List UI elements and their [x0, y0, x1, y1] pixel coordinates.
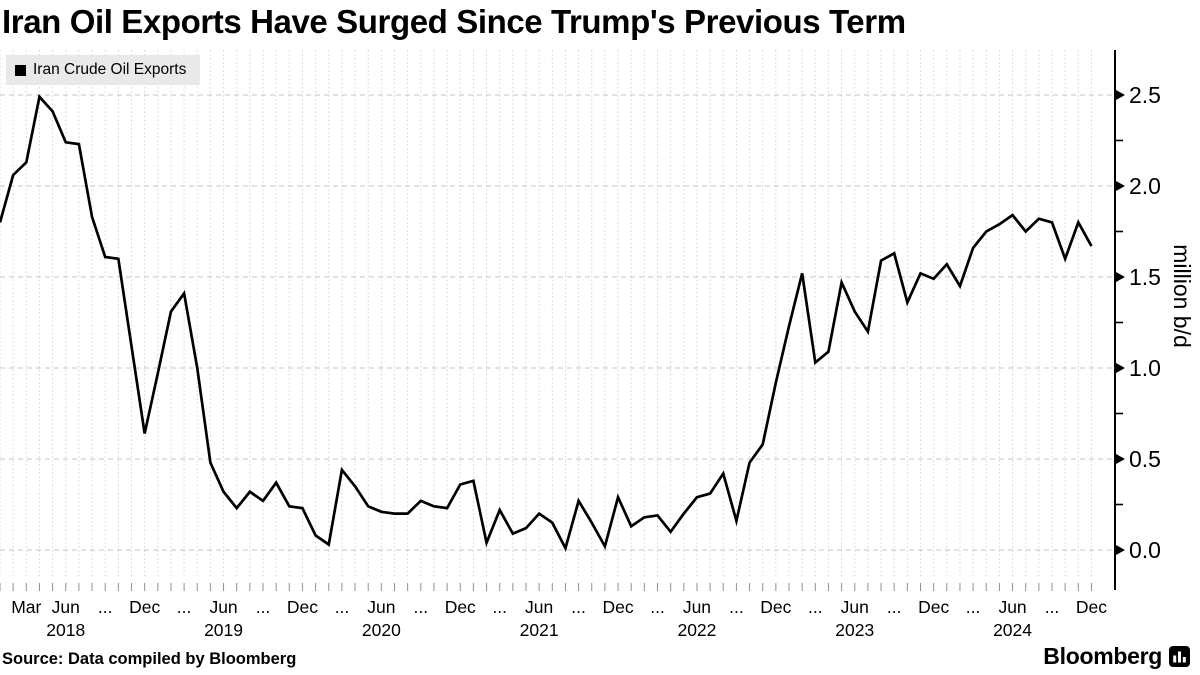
x-tick-label: Jun [683, 597, 711, 617]
x-tick-label: ... [177, 597, 192, 617]
x-year-label: 2023 [835, 620, 874, 640]
x-tick-label: Jun [367, 597, 395, 617]
legend-label: Iran Crude Oil Exports [33, 61, 187, 78]
x-tick-label: ... [650, 597, 665, 617]
x-axis-quarter-labels: Mar Jun... Dec... Jun... Dec... Jun... Dec... J… [11, 597, 1107, 617]
y-tick-label: 2.5 [1129, 82, 1161, 108]
x-tick-label: ... [729, 597, 744, 617]
x-tick-label: Dec [918, 597, 949, 617]
source-note: Source: Data compiled by Bloomberg [2, 650, 297, 668]
x-tick-label: Dec [445, 597, 476, 617]
y-tick-label: 1.5 [1129, 264, 1161, 290]
x-year-label: 2021 [520, 620, 559, 640]
x-tick-label: Dec [760, 597, 791, 617]
x-year-label: 2024 [993, 620, 1032, 640]
exports-line-series [0, 93, 1093, 552]
chart-title: Iran Oil Exports Have Surged Since Trump… [2, 3, 906, 40]
x-axis-tick-marks [0, 583, 1092, 591]
x-tick-label: Jun [841, 597, 869, 617]
x-tick-label: Dec [129, 597, 160, 617]
x-tick-label: Dec [602, 597, 633, 617]
x-tick-label: ... [966, 597, 981, 617]
x-tick-label: ... [414, 597, 429, 617]
bloomberg-logo: Bloomberg [1043, 643, 1190, 670]
vertical-gridlines [0, 50, 1092, 578]
x-tick-label: Dec [1076, 597, 1107, 617]
x-tick-label: ... [98, 597, 113, 617]
x-tick-label: Jun [998, 597, 1026, 617]
x-tick-label: ... [335, 597, 350, 617]
x-tick-label: Mar [11, 597, 41, 617]
x-tick-label: Dec [287, 597, 318, 617]
x-tick-label: ... [256, 597, 271, 617]
x-year-label: 2020 [362, 620, 401, 640]
bloomberg-wordmark: Bloomberg [1043, 643, 1162, 669]
x-year-label: 2018 [46, 620, 85, 640]
x-tick-label: Jun [525, 597, 553, 617]
x-tick-label: Jun [209, 597, 237, 617]
x-axis-year-labels: 2018 2019 2020 2021 2022 2023 2024 [46, 620, 1032, 640]
x-year-label: 2022 [677, 620, 716, 640]
y-tick-label: 1.0 [1129, 355, 1161, 381]
x-tick-label: ... [808, 597, 823, 617]
x-tick-label: ... [492, 597, 507, 617]
y-tick-label: 0.0 [1129, 537, 1161, 563]
y-axis-ticks-and-labels: 0.0 0.5 1.0 1.5 2.0 2.5 [1115, 82, 1161, 563]
legend-swatch-icon [15, 64, 26, 76]
y-tick-label: 0.5 [1129, 446, 1161, 472]
x-tick-label: ... [887, 597, 902, 617]
y-axis-title: million b/d [1169, 244, 1195, 348]
bloomberg-terminal-bars-icon [1169, 646, 1190, 667]
y-tick-label: 2.0 [1129, 173, 1161, 199]
legend: Iran Crude Oil Exports [6, 55, 201, 85]
x-year-label: 2019 [204, 620, 243, 640]
x-tick-label: ... [1045, 597, 1060, 617]
x-tick-label: Jun [52, 597, 80, 617]
x-tick-label: ... [571, 597, 586, 617]
